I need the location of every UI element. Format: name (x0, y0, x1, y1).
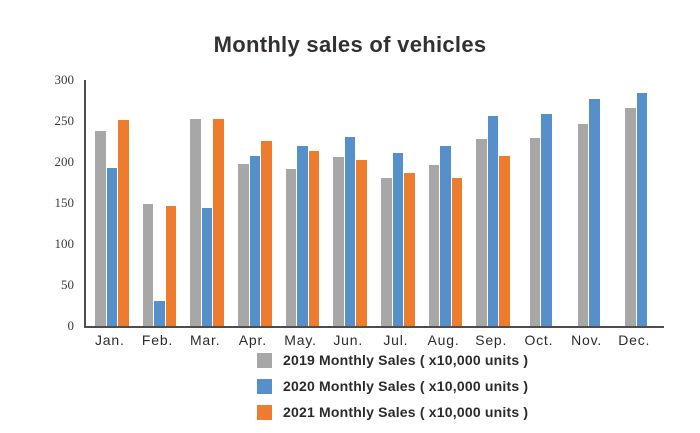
bar-2020-jan (106, 167, 118, 326)
bar-2019-jul (381, 177, 392, 326)
x-axis-label-may: May. (284, 332, 317, 348)
y-tick-label: 300 (54, 72, 75, 87)
bar-2021-feb (165, 206, 177, 326)
legend-label-2019: 2019 Monthly Sales ( x10,000 units ) (283, 352, 529, 368)
bar-2021-jun (356, 160, 367, 326)
legend-item-2020: 2020 Monthly Sales ( x10,000 units ) (257, 378, 528, 394)
x-axis-label-mar: Mar. (189, 332, 221, 348)
x-axis-label-oct: Oct. (524, 332, 554, 348)
bar-2021-apr (261, 140, 272, 326)
bar-2020-mar (201, 207, 213, 326)
bar-2020-feb (154, 300, 165, 326)
legend: 2019 Monthly Sales ( x10,000 units ) 2020… (257, 352, 528, 420)
bar-2020-oct (541, 114, 552, 326)
x-axis-label-jun: Jun. (333, 332, 364, 348)
chart-title: Monthly sales of vehicles (213, 32, 487, 57)
bar-2021-jul (404, 172, 415, 326)
bar-group-sep (469, 80, 517, 326)
bar-2019-jun (333, 157, 344, 326)
bar-2020-may (297, 145, 308, 326)
bar-2021-jan (118, 120, 129, 326)
bar-2019-sep (476, 139, 487, 326)
bar-2020-aug (440, 146, 451, 326)
bar-2019-apr (238, 163, 249, 326)
bar-2020-sep (487, 116, 499, 326)
plot-area: 0 50 100 150 200 250 300 (55, 72, 664, 333)
legend-item-2021: 2021 Monthly Sales ( x10,000 units ) (257, 404, 528, 420)
y-tick-label: 250 (54, 113, 75, 128)
bar-2019-nov (577, 124, 589, 326)
x-axis-label-jan: Jan. (95, 332, 125, 348)
x-axis-label-sep: Sep. (475, 332, 508, 348)
x-axis-label-nov: Nov. (571, 332, 603, 348)
bar-2020-apr (249, 156, 261, 326)
legend-swatch-2021 (257, 404, 272, 420)
bar-2021-may (308, 151, 320, 326)
x-axis-label-feb: Feb. (141, 332, 174, 348)
x-axis-labels: Jan. Feb. Mar. Apr. May. Jun. Jul. Aug. Sep. Oct.… (86, 332, 658, 348)
legend-swatch-2019 (257, 352, 272, 368)
y-tick-label: 150 (54, 195, 75, 210)
y-tick-label: 50 (61, 277, 74, 292)
bar-2019-mar (190, 118, 201, 326)
bar-group-jul (374, 80, 422, 326)
bar-2021-mar (213, 118, 224, 326)
y-axis-tick-labels: 0 50 100 150 200 250 300 (34, 72, 80, 333)
bar-2019-aug (428, 165, 440, 326)
bar-group-jan (88, 80, 136, 326)
bar-2019-oct (529, 138, 541, 326)
bar-group-nov (565, 80, 613, 326)
bar-group-oct (517, 80, 565, 326)
x-axis-label-dec: Dec. (618, 332, 651, 348)
bar-group-dec (612, 80, 660, 326)
bar-2019-may (285, 168, 297, 326)
bar-2019-jan (95, 130, 106, 326)
y-tick-label: 100 (54, 236, 75, 251)
x-axis-label-apr: Apr. (238, 332, 267, 348)
bar-group-mar (183, 80, 231, 326)
y-tick-label: 200 (54, 154, 75, 169)
bar-2020-dec (636, 93, 648, 326)
bar-group-aug (422, 80, 470, 326)
bar-group-may (279, 80, 327, 326)
legend-label-2020: 2020 Monthly Sales ( x10,000 units ) (283, 378, 529, 394)
bars-region (88, 80, 660, 326)
bar-2021-aug (451, 178, 463, 326)
bar-2019-feb (142, 203, 154, 326)
bar-group-feb (136, 80, 184, 326)
legend-swatch-2020 (257, 378, 272, 394)
bar-group-apr (231, 80, 279, 326)
legend-label-2021: 2021 Monthly Sales ( x10,000 units ) (283, 404, 529, 420)
y-tick-label: 0 (67, 318, 75, 333)
bar-2020-jul (392, 153, 404, 326)
bar-2019-dec (625, 107, 636, 326)
bar-2021-sep (499, 156, 510, 326)
bar-2020-nov (589, 98, 600, 326)
bar-2020-jun (344, 136, 356, 326)
legend-item-2019: 2019 Monthly Sales ( x10,000 units ) (257, 352, 528, 368)
bar-group-jun (326, 80, 374, 326)
x-axis-label-aug: Aug. (427, 332, 460, 348)
x-axis-label-jul: Jul. (383, 332, 409, 348)
